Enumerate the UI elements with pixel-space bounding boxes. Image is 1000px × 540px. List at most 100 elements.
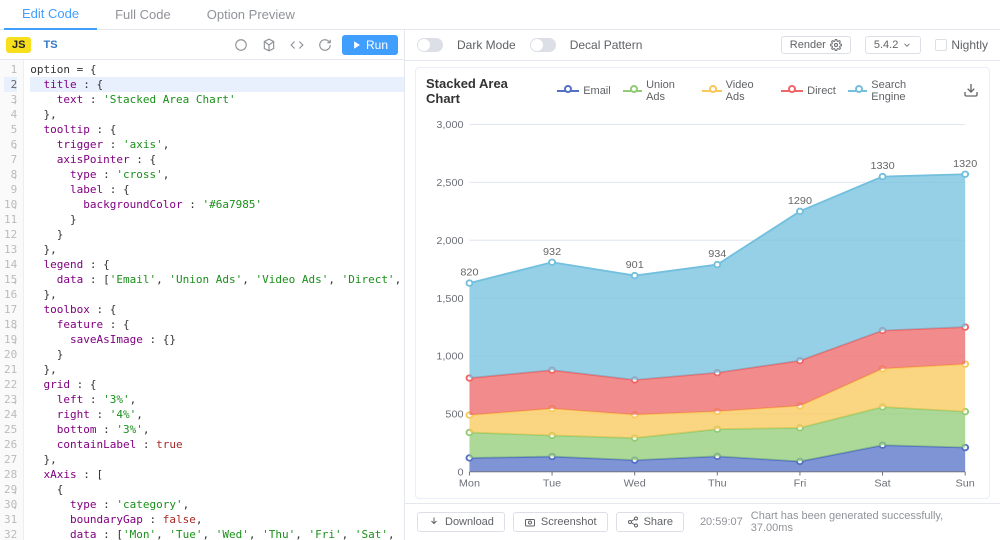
download-button[interactable]: Download — [417, 512, 505, 532]
code-line[interactable]: } — [30, 212, 404, 227]
preview-toolbar: Dark Mode Decal Pattern Render 5.4.2 Nig… — [405, 30, 1000, 61]
nightly-label: Nightly — [951, 38, 988, 52]
line-number: 14 — [4, 257, 17, 272]
checkbox-box — [935, 39, 947, 51]
code-line[interactable]: feature : { — [30, 317, 404, 332]
version-select[interactable]: 5.4.2 — [865, 36, 921, 54]
code-line[interactable]: { — [30, 482, 404, 497]
code-line[interactable]: legend : { — [30, 257, 404, 272]
code-line[interactable]: title : { — [30, 77, 404, 92]
svg-text:1,000: 1,000 — [436, 351, 463, 363]
legend-item[interactable]: Direct — [781, 79, 836, 103]
legend-item[interactable]: Email — [557, 79, 611, 103]
save-as-image-icon[interactable] — [963, 82, 979, 101]
code-line[interactable]: grid : { — [30, 377, 404, 392]
code-line[interactable]: containLabel : true — [30, 437, 404, 452]
chart-canvas[interactable]: 05001,0001,5002,0002,5003,000MonTueWedTh… — [426, 106, 979, 494]
legend-item[interactable]: Union Ads — [623, 79, 691, 103]
code-line[interactable]: type : 'cross', — [30, 167, 404, 182]
status-time: 20:59:07 — [700, 516, 743, 528]
download-label: Download — [445, 516, 494, 528]
code-line[interactable]: saveAsImage : {} — [30, 332, 404, 347]
tab-option-preview[interactable]: Option Preview — [189, 0, 313, 30]
code-line[interactable]: }, — [30, 107, 404, 122]
decal-toggle[interactable] — [530, 38, 556, 52]
code-line[interactable]: bottom : '3%', — [30, 422, 404, 437]
preview-pane: Dark Mode Decal Pattern Render 5.4.2 Nig… — [405, 30, 1000, 540]
legend-label: Email — [583, 85, 611, 97]
tab-full-code[interactable]: Full Code — [97, 0, 189, 30]
code-editor[interactable]: 1234567891011121314151617181920212223242… — [0, 60, 404, 540]
svg-text:Thu: Thu — [708, 478, 727, 490]
code-line[interactable]: toolbox : { — [30, 302, 404, 317]
code-line[interactable]: right : '4%', — [30, 407, 404, 422]
chart-header: Stacked Area Chart EmailUnion AdsVideo A… — [426, 76, 979, 106]
code-line[interactable]: } — [30, 227, 404, 242]
code-line[interactable]: left : '3%', — [30, 392, 404, 407]
share-label: Share — [644, 516, 673, 528]
share-button[interactable]: Share — [616, 512, 684, 532]
lang-js-pill[interactable]: JS — [6, 37, 31, 53]
screenshot-button[interactable]: Screenshot — [513, 512, 608, 532]
play-icon — [352, 40, 362, 50]
svg-text:Sat: Sat — [874, 478, 890, 490]
line-number: 3 — [4, 92, 17, 107]
code-line[interactable]: text : 'Stacked Area Chart' — [30, 92, 404, 107]
svg-text:Sun: Sun — [956, 478, 975, 490]
svg-text:3,000: 3,000 — [436, 119, 463, 131]
renderer-select[interactable]: Render — [781, 36, 851, 54]
code-line[interactable]: option = { — [30, 62, 404, 77]
line-number: 32 — [4, 527, 17, 540]
code-line[interactable]: }, — [30, 242, 404, 257]
line-number: 12 — [4, 227, 17, 242]
version-label: 5.4.2 — [874, 39, 898, 51]
nightly-checkbox[interactable]: Nightly — [935, 38, 988, 52]
line-number: 13 — [4, 242, 17, 257]
tab-edit-code[interactable]: Edit Code — [4, 0, 97, 30]
code-line[interactable]: xAxis : [ — [30, 467, 404, 482]
legend-item[interactable]: Search Engine — [848, 79, 935, 103]
lang-ts-pill[interactable]: TS — [37, 37, 63, 53]
format-icon[interactable] — [230, 34, 252, 56]
code-line[interactable]: type : 'category', — [30, 497, 404, 512]
download-icon — [428, 516, 440, 528]
legend-item[interactable]: Video Ads — [702, 79, 769, 103]
svg-text:Wed: Wed — [624, 478, 646, 490]
code-line[interactable]: }, — [30, 362, 404, 377]
svg-text:1290: 1290 — [788, 195, 812, 207]
line-number: 10 — [4, 197, 17, 212]
line-number: 28 — [4, 467, 17, 482]
code-line[interactable]: } — [30, 347, 404, 362]
code-brackets-icon[interactable] — [286, 34, 308, 56]
share-icon — [627, 516, 639, 528]
code-line[interactable]: }, — [30, 287, 404, 302]
refresh-icon[interactable] — [314, 34, 336, 56]
code-line[interactable]: data : ['Mon', 'Tue', 'Wed', 'Thu', 'Fri… — [30, 527, 404, 540]
line-number: 19 — [4, 332, 17, 347]
camera-icon — [524, 516, 536, 528]
legend-label: Direct — [807, 85, 836, 97]
legend-label: Union Ads — [646, 79, 690, 103]
code-line[interactable]: backgroundColor : '#6a7985' — [30, 197, 404, 212]
gear-icon — [830, 39, 842, 51]
svg-text:2,000: 2,000 — [436, 235, 463, 247]
line-number: 27 — [4, 452, 17, 467]
svg-text:901: 901 — [626, 259, 644, 271]
code-line[interactable]: label : { — [30, 182, 404, 197]
dark-mode-toggle[interactable] — [417, 38, 443, 52]
line-number: 15 — [4, 272, 17, 287]
code-line[interactable]: axisPointer : { — [30, 152, 404, 167]
code-line[interactable]: boundaryGap : false, — [30, 512, 404, 527]
line-number: 23 — [4, 392, 17, 407]
code-line[interactable]: data : ['Email', 'Union Ads', 'Video Ads… — [30, 272, 404, 287]
svg-text:820: 820 — [460, 267, 478, 279]
chart-card: Stacked Area Chart EmailUnion AdsVideo A… — [415, 67, 990, 499]
cube-icon[interactable] — [258, 34, 280, 56]
line-number: 11 — [4, 212, 17, 227]
run-button[interactable]: Run — [342, 35, 398, 55]
line-number: 5 — [4, 122, 17, 137]
code-line[interactable]: }, — [30, 452, 404, 467]
code-line[interactable]: tooltip : { — [30, 122, 404, 137]
code-line[interactable]: trigger : 'axis', — [30, 137, 404, 152]
svg-text:500: 500 — [445, 409, 463, 421]
